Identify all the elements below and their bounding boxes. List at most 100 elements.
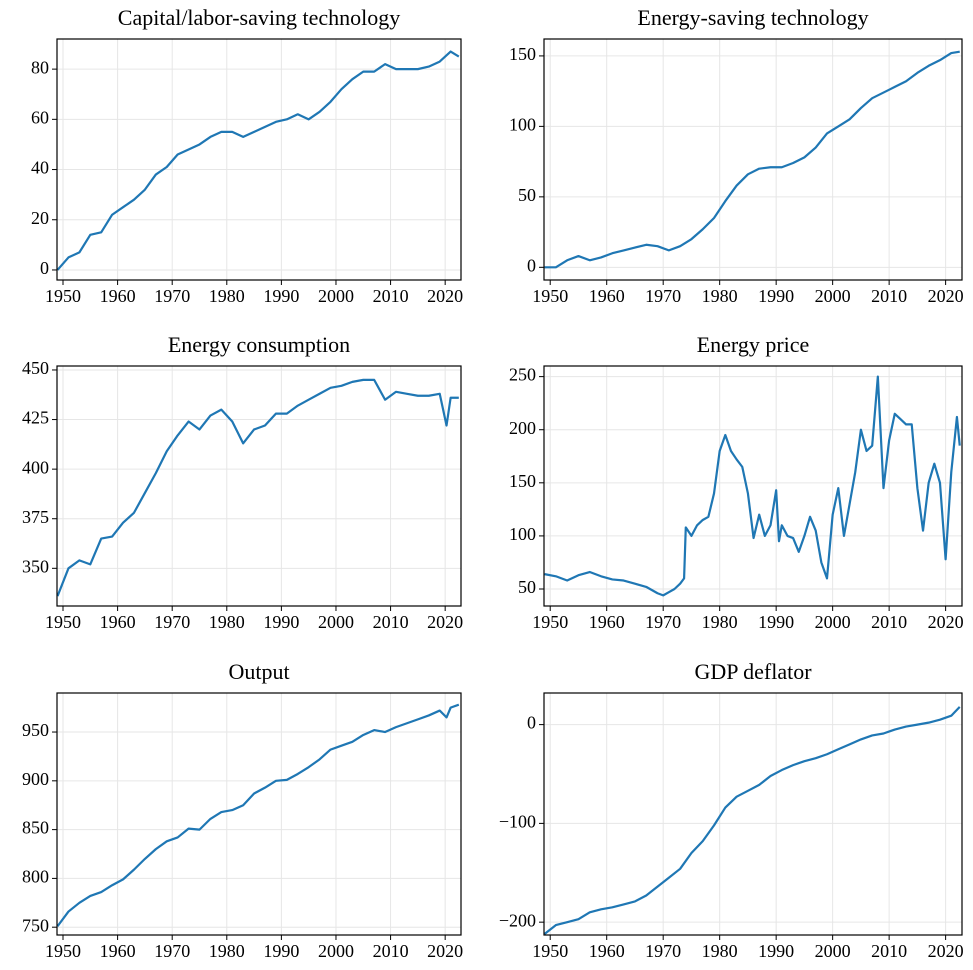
x-tick-label: 1960 [589,612,625,632]
line-series [544,375,961,597]
x-tick-label: 1980 [209,612,245,632]
y-tick-label: 60 [31,107,49,127]
x-tick-label: 2010 [871,941,907,961]
plot-area [544,50,960,269]
x-tick-label: 2000 [318,612,354,632]
x-tick-label: 1970 [645,286,681,306]
x-tick-label: 1960 [589,286,625,306]
axes-frame [56,38,462,281]
panel-title: Energy consumption [168,332,350,357]
y-tick-label: −200 [499,910,536,930]
panel: Energy price 1950 1960 1970 1980 1990 2000 2010… [509,332,964,632]
x-tick-label: 2020 [427,612,463,632]
y-tick-label: 80 [31,57,49,77]
y-tick-label: 40 [31,158,49,178]
y-tick-label: 350 [22,556,49,576]
x-tick-label: 1950 [532,612,568,632]
x-tick-label: 1950 [45,612,81,632]
x-tick-label: 1980 [702,941,738,961]
x-tick-label: 2020 [427,286,463,306]
x-tick-label: 1960 [100,286,136,306]
x-tick-label: 2000 [318,286,354,306]
y-tick-label: 425 [22,408,49,428]
axes-frame [543,692,963,936]
x-tick-label: 2000 [815,286,851,306]
x-tick-label: 1950 [532,286,568,306]
panel: Energy consumption 1950 1960 1970 1980 1990 20… [22,332,463,632]
x-tick-label: 1960 [100,941,136,961]
y-tick-label: 375 [22,507,49,527]
panel-title: Capital/labor-saving technology [118,5,400,30]
y-tick-label: 400 [22,457,49,477]
y-tick-label: 0 [527,255,536,275]
plot-area [544,706,961,935]
panel-title: Output [228,659,289,684]
x-tick-label: 2000 [318,941,354,961]
x-tick-label: 2010 [373,941,409,961]
panel-title: GDP deflator [694,659,812,684]
x-tick-label: 1990 [758,286,794,306]
y-tick-label: 20 [31,208,49,228]
axes-frame [56,365,462,607]
y-tick-label: 850 [22,818,49,838]
x-tick-label: 1980 [209,286,245,306]
panel: Capital/labor-saving technology 1950 1960 1… [31,5,463,306]
x-tick-label: 2010 [373,286,409,306]
y-tick-label: 100 [509,524,536,544]
axes-frame [56,692,462,936]
x-tick-label: 2020 [928,286,964,306]
x-tick-label: 2020 [928,612,964,632]
x-tick-label: 2020 [427,941,463,961]
x-tick-label: 2000 [815,941,851,961]
x-tick-label: 2020 [928,941,964,961]
y-tick-label: 200 [509,418,536,438]
x-tick-label: 1990 [263,286,299,306]
y-tick-label: 150 [509,471,536,491]
x-tick-label: 1960 [589,941,625,961]
y-tick-label: 250 [509,365,536,385]
plot-area [57,50,460,271]
x-tick-label: 2010 [373,612,409,632]
x-tick-label: 1970 [154,286,190,306]
y-tick-label: 0 [40,258,49,278]
panel: Output 1950 1960 1970 1980 1990 2000 2010 2020 75… [22,659,463,961]
line-series [57,50,460,271]
line-series [544,706,961,935]
x-tick-label: 1980 [702,286,738,306]
panel: Energy-saving technology 1950 1960 1970 1980… [509,5,964,306]
plot-area [57,703,460,927]
line-series [57,378,459,597]
x-tick-label: 1970 [645,612,681,632]
y-tick-label: 50 [518,577,536,597]
y-tick-label: 100 [509,115,536,135]
panel-title: Energy-saving technology [637,5,868,30]
x-tick-label: 2010 [871,286,907,306]
y-tick-label: 50 [518,185,536,205]
y-tick-label: 750 [22,915,49,935]
axes-frame [543,365,963,607]
panel-title: Energy price [697,332,810,357]
x-tick-label: 1970 [154,941,190,961]
x-tick-label: 1960 [100,612,136,632]
x-tick-label: 2000 [815,612,851,632]
x-tick-label: 1990 [263,941,299,961]
y-tick-label: 150 [509,44,536,64]
x-tick-label: 1980 [209,941,245,961]
line-series [57,703,460,927]
x-tick-label: 1990 [263,612,299,632]
x-tick-label: 1990 [758,941,794,961]
axes-frame [543,38,963,281]
panel: GDP deflator 1950 1960 1970 1980 1990 2000 2010… [499,659,964,961]
x-tick-label: 1950 [45,941,81,961]
y-tick-label: 950 [22,720,49,740]
x-tick-label: 2010 [871,612,907,632]
x-tick-label: 1950 [45,286,81,306]
plot-area [544,375,961,597]
x-tick-label: 1970 [154,612,190,632]
y-tick-label: 800 [22,867,49,887]
x-tick-label: 1990 [758,612,794,632]
line-series [544,50,960,269]
x-tick-label: 1970 [645,941,681,961]
y-tick-label: 0 [527,713,536,733]
